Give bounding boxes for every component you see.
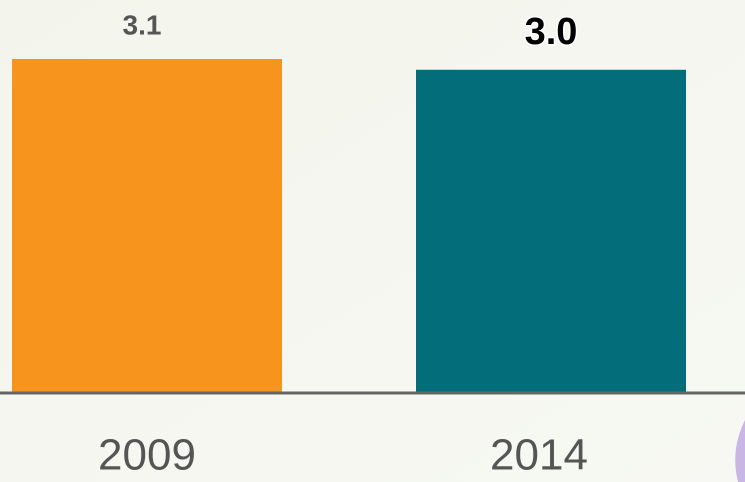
bar xyxy=(416,69,686,393)
x-tick-label: 2009 xyxy=(98,431,196,480)
value-label: 3.1 xyxy=(123,9,162,40)
decoration xyxy=(735,420,745,482)
bar xyxy=(12,59,282,393)
x-tick-label: 2014 xyxy=(490,431,588,480)
value-label: 3.0 xyxy=(525,11,578,53)
